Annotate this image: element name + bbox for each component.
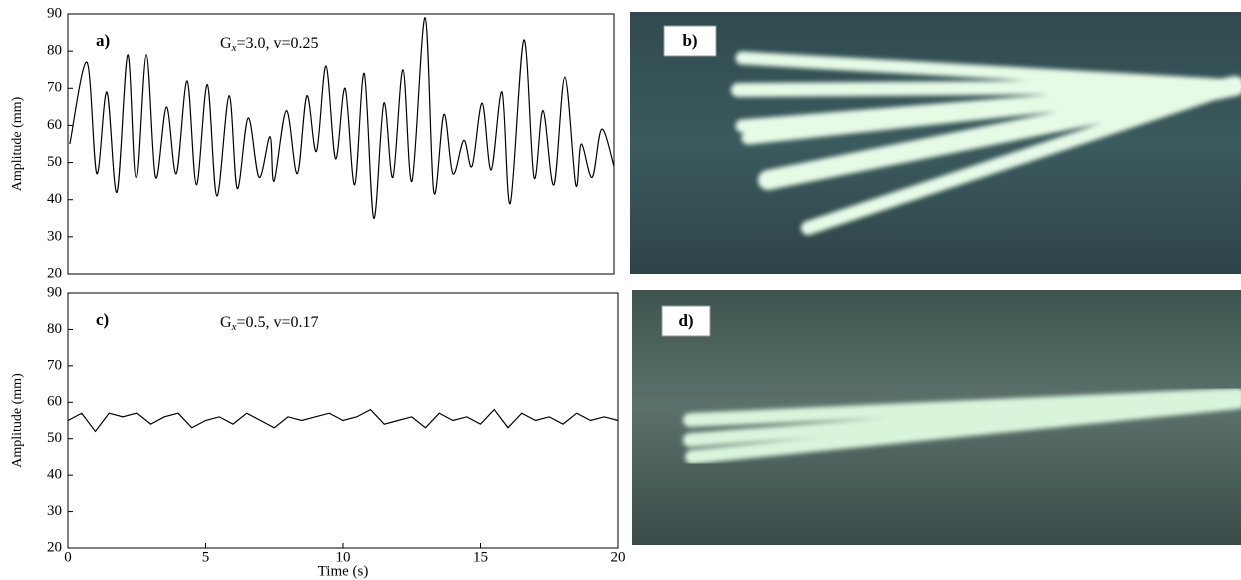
- panel-label: b): [682, 31, 697, 50]
- photo-b: b): [630, 12, 1241, 274]
- annotation-part: =3.0, v=0.25: [236, 35, 318, 52]
- x-tick-label: 0: [64, 549, 72, 565]
- y-tick-label: 60: [47, 394, 62, 410]
- y-tick-label: 90: [47, 5, 62, 21]
- data-line: [69, 17, 615, 219]
- y-tick-label: 60: [47, 117, 62, 133]
- y-tick-label: 30: [47, 228, 62, 244]
- chart: 20 30 40 50 60 70 80 90 0 5 10 15 20 Amplitude (mm) Ti…: [10, 284, 625, 579]
- x-tick-label: 15: [473, 549, 488, 565]
- y-tick-label: 70: [47, 357, 62, 373]
- x-tick-label: 20: [611, 549, 626, 565]
- y-tick-label: 50: [47, 430, 62, 446]
- y-tick-label: 80: [47, 43, 62, 59]
- y-axis-label: Amplitude (mm): [10, 373, 25, 468]
- panel-label: a): [96, 31, 110, 50]
- plot-frame: [67, 13, 615, 275]
- annotation-part: G: [220, 314, 232, 331]
- annotation: Gx=0.5, v=0.17: [220, 314, 319, 333]
- x-tick-label: 10: [336, 549, 351, 565]
- x-tick-label: 5: [202, 549, 210, 565]
- y-axis-label: Amplitude (mm): [10, 96, 25, 191]
- annotation-part: =0.5, v=0.17: [236, 314, 318, 331]
- y-tick-label: 30: [47, 503, 62, 519]
- data-line: [67, 408, 619, 433]
- y-tick-label: 20: [47, 265, 62, 281]
- annotation-part: x: [231, 42, 237, 54]
- photo-d: d): [632, 290, 1241, 545]
- panel-label: d): [678, 311, 693, 330]
- annotation-part: x: [231, 321, 237, 333]
- y-tick-label: 40: [47, 191, 62, 207]
- annotation-part: G: [220, 35, 232, 52]
- y-tick-label: 50: [47, 154, 62, 170]
- y-tick-label: 90: [47, 284, 62, 300]
- chart: 20 30 40 50 60 70 80 90 Amplitude (mm) a) Gx=3.0, …: [10, 5, 615, 281]
- y-tick-label: 20: [47, 539, 62, 555]
- annotation: Gx=3.0, v=0.25: [220, 35, 319, 54]
- y-tick-label: 70: [47, 80, 62, 96]
- panel-label: c): [96, 310, 109, 329]
- y-tick-label: 40: [47, 467, 62, 483]
- x-axis-label: Time (s): [318, 563, 369, 579]
- y-tick-label: 80: [47, 321, 62, 337]
